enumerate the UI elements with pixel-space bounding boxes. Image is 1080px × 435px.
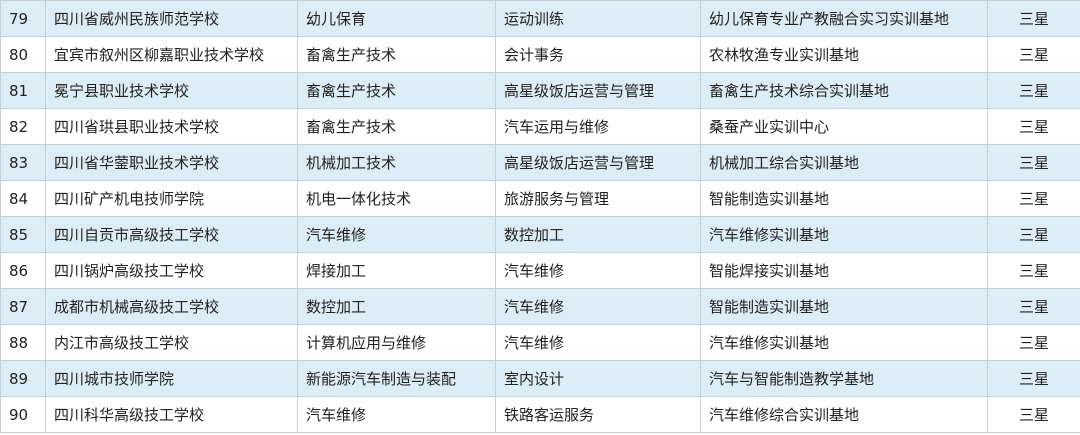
table-cell: 81 [0,72,46,109]
table-cell: 会计事务 [495,36,701,73]
table-cell: 机电一体化技术 [297,180,496,217]
table-cell: 宜宾市叙州区柳嘉职业技术学校 [45,36,298,73]
table-row: 83 四川省华蓥职业技术学校 机械加工技术 高星级饭店运营与管理 机械加工综合实训基地三… [0,144,1080,181]
table-row: 84 四川矿产机电技师学院 机电一体化技术 旅游服务与管理 智能制造实训基地 三星 [0,180,1080,217]
table-cell: 84 [0,180,46,217]
table-cell: 数控加工 [297,288,496,325]
table-cell: 汽车维修 [495,288,701,325]
table-cell: 83 [0,144,46,181]
table-cell: 三星 [987,144,1080,181]
table-cell: 四川锅炉高级技工学校 [45,252,298,289]
table-cell: 畜禽生产技术综合实训基地 [700,72,988,109]
table-cell: 智能制造实训基地 [700,180,988,217]
table-cell: 四川矿产机电技师学院 [45,180,298,217]
table-row: 88 内江市高级技工学校 计算机应用与维修 汽车维修 汽车维修实训基地 三星 [0,324,1080,361]
table-cell: 计算机应用与维修 [297,324,496,361]
table-cell: 运动训练 [495,0,701,37]
table-cell: 新能源汽车制造与装配 [297,360,496,397]
table-cell: 幼儿保育专业产教融合实习实训基地 [700,0,988,37]
table-cell: 三星 [987,324,1080,361]
table-cell: 三星 [987,396,1080,433]
table-cell: 三星 [987,0,1080,37]
table-row: 90 四川科华高级技工学校 汽车维修 铁路客运服务 汽车维修综合实训基地 三星 [0,396,1080,433]
table-cell: 旅游服务与管理 [495,180,701,217]
table-cell: 88 [0,324,46,361]
table-cell: 智能焊接实训基地 [700,252,988,289]
table-cell: 畜禽生产技术 [297,72,496,109]
table-cell: 四川省华蓥职业技术学校 [45,144,298,181]
table-cell: 室内设计 [495,360,701,397]
table-cell: 机械加工综合实训基地 [700,144,988,181]
table-cell: 内江市高级技工学校 [45,324,298,361]
table-cell: 汽车维修实训基地 [700,324,988,361]
table-cell: 汽车维修 [297,216,496,253]
table-row: 80 宜宾市叙州区柳嘉职业技术学校 畜禽生产技术 会计事务 农林牧渔专业实训基地 三星 [0,36,1080,73]
table-cell: 三星 [987,180,1080,217]
table-cell: 农林牧渔专业实训基地 [700,36,988,73]
table-cell: 85 [0,216,46,253]
table-cell: 机械加工技术 [297,144,496,181]
table-cell: 汽车与智能制造教学基地 [700,360,988,397]
table-cell: 79 [0,0,46,37]
table-cell: 汽车运用与维修 [495,108,701,145]
table-cell: 铁路客运服务 [495,396,701,433]
table-cell: 畜禽生产技术 [297,36,496,73]
table-row: 81 冕宁县职业技术学校 畜禽生产技术 高星级饭店运营与管理 畜禽生产技术综合实训基地三… [0,72,1080,109]
table-cell: 90 [0,396,46,433]
table-cell: 三星 [987,108,1080,145]
table-cell: 汽车维修综合实训基地 [700,396,988,433]
table-cell: 畜禽生产技术 [297,108,496,145]
table-cell: 汽车维修 [495,252,701,289]
table-cell: 三星 [987,252,1080,289]
table-cell: 三星 [987,36,1080,73]
table-cell: 焊接加工 [297,252,496,289]
table-cell: 高星级饭店运营与管理 [495,144,701,181]
table-cell: 四川省威州民族师范学校 [45,0,298,37]
table-cell: 三星 [987,216,1080,253]
table-cell: 89 [0,360,46,397]
table-cell: 幼儿保育 [297,0,496,37]
table-cell: 三星 [987,288,1080,325]
table-row: 87 成都市机械高级技工学校 数控加工 汽车维修 智能制造实训基地 三星 [0,288,1080,325]
table-cell: 四川自贡市高级技工学校 [45,216,298,253]
table-cell: 三星 [987,360,1080,397]
table-cell: 成都市机械高级技工学校 [45,288,298,325]
table-row: 89 四川城市技师学院 新能源汽车制造与装配 室内设计 汽车与智能制造教学基地 三星 [0,360,1080,397]
table-cell: 80 [0,36,46,73]
table-row: 85 四川自贡市高级技工学校 汽车维修 数控加工 汽车维修实训基地 三星 [0,216,1080,253]
table-cell: 智能制造实训基地 [700,288,988,325]
table-row: 82 四川省珙县职业技术学校 畜禽生产技术 汽车运用与维修 桑蚕产业实训中心 三星 [0,108,1080,145]
table-cell: 四川城市技师学院 [45,360,298,397]
table-cell: 四川省珙县职业技术学校 [45,108,298,145]
table-cell: 82 [0,108,46,145]
table-cell: 86 [0,252,46,289]
table-cell: 汽车维修 [495,324,701,361]
table-cell: 桑蚕产业实训中心 [700,108,988,145]
table-cell: 四川科华高级技工学校 [45,396,298,433]
table-cell: 高星级饭店运营与管理 [495,72,701,109]
table-cell: 87 [0,288,46,325]
table-cell: 冕宁县职业技术学校 [45,72,298,109]
table-row: 79 四川省威州民族师范学校 幼儿保育 运动训练 幼儿保育专业产教融合实习实训基地 三星 [0,0,1080,37]
table-cell: 汽车维修实训基地 [700,216,988,253]
table-cell: 数控加工 [495,216,701,253]
table-cell: 三星 [987,72,1080,109]
table-cell: 汽车维修 [297,396,496,433]
table-row: 86 四川锅炉高级技工学校 焊接加工 汽车维修 智能焊接实训基地 三星 [0,252,1080,289]
